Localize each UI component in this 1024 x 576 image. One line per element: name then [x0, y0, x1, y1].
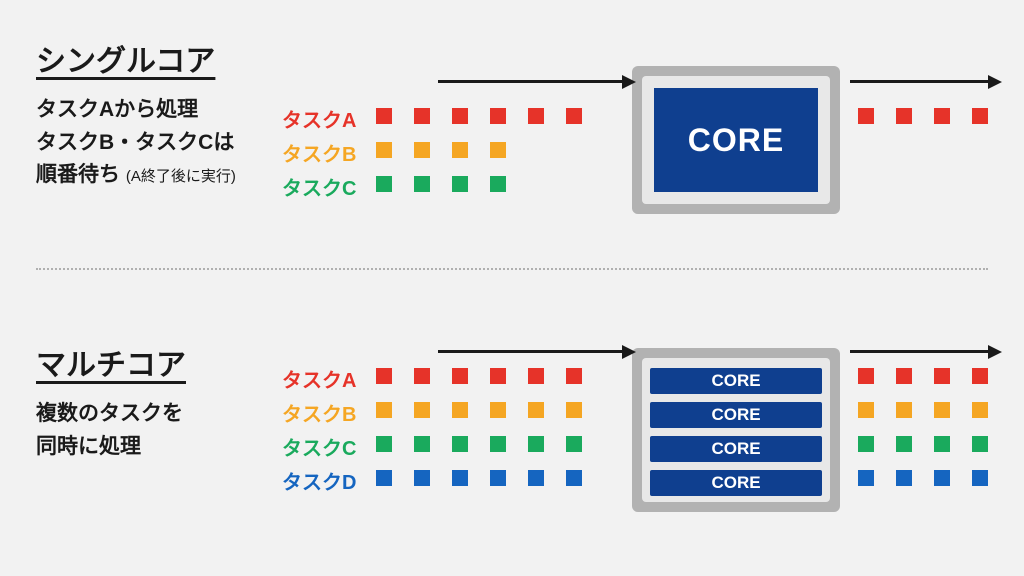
section-divider	[36, 268, 988, 270]
single-desc: タスクAから処理 タスクB・タスクCは 順番待ち (A終了後に実行)	[36, 94, 236, 192]
task-square	[452, 436, 468, 452]
task-square	[414, 436, 430, 452]
task-square	[490, 176, 506, 192]
task-square	[490, 402, 506, 418]
arrow-head-icon	[988, 75, 1002, 89]
single-title: シングルコア	[36, 36, 236, 80]
task-square	[972, 402, 988, 418]
task-square	[566, 368, 582, 384]
task-square	[896, 470, 912, 486]
multi-desc-line1: 複数のタスクを	[36, 402, 183, 425]
multi-title: マルチコア	[36, 340, 186, 384]
task-square	[896, 368, 912, 384]
core-label-small: CORE	[650, 368, 822, 394]
task-label: タスクB	[282, 398, 356, 427]
multi-desc-line2: 同時に処理	[36, 435, 141, 458]
task-square	[376, 402, 392, 418]
task-square	[414, 470, 430, 486]
task-square	[566, 108, 582, 124]
task-square	[858, 470, 874, 486]
core-label-small: CORE	[650, 436, 822, 462]
single-desc-small: (A終了後に実行)	[126, 168, 236, 185]
task-square	[452, 368, 468, 384]
task-label: タスクA	[282, 104, 356, 133]
task-square	[934, 368, 950, 384]
task-square	[528, 436, 544, 452]
single-desc-line2: タスクB・タスクCは	[36, 131, 234, 154]
task-square	[452, 176, 468, 192]
task-label: タスクD	[282, 466, 356, 495]
task-square	[934, 402, 950, 418]
task-square	[376, 470, 392, 486]
core-label-small: CORE	[650, 470, 822, 496]
task-square	[490, 470, 506, 486]
task-square	[972, 108, 988, 124]
task-square	[972, 470, 988, 486]
task-square	[414, 368, 430, 384]
task-square	[566, 402, 582, 418]
task-square	[414, 176, 430, 192]
task-square	[376, 436, 392, 452]
task-label: タスクC	[282, 172, 356, 201]
single-desc-line3: 順番待ち	[36, 163, 126, 186]
task-square	[376, 108, 392, 124]
task-square	[934, 436, 950, 452]
task-square	[566, 436, 582, 452]
task-square	[528, 402, 544, 418]
task-square	[858, 108, 874, 124]
task-square	[452, 470, 468, 486]
task-square	[858, 402, 874, 418]
multi-text-block: マルチコア 複数のタスクを 同時に処理	[36, 340, 186, 463]
task-label: タスクA	[282, 364, 356, 393]
arrow-head-icon	[622, 75, 636, 89]
task-square	[934, 108, 950, 124]
task-square	[896, 402, 912, 418]
task-square	[452, 108, 468, 124]
task-square	[490, 436, 506, 452]
core-label-small: CORE	[650, 402, 822, 428]
arrow-head-icon	[622, 345, 636, 359]
task-square	[528, 470, 544, 486]
task-square	[490, 142, 506, 158]
task-square	[934, 470, 950, 486]
arrow	[438, 350, 624, 353]
task-square	[896, 436, 912, 452]
task-square	[490, 368, 506, 384]
arrow-head-icon	[988, 345, 1002, 359]
arrow	[850, 80, 990, 83]
arrow	[438, 80, 624, 83]
task-square	[414, 402, 430, 418]
task-square	[414, 108, 430, 124]
core-label: CORE	[654, 88, 818, 192]
task-square	[972, 368, 988, 384]
task-square	[452, 142, 468, 158]
task-square	[414, 142, 430, 158]
arrow	[850, 350, 990, 353]
task-square	[376, 368, 392, 384]
task-square	[566, 470, 582, 486]
task-square	[858, 436, 874, 452]
task-square	[528, 368, 544, 384]
task-square	[528, 108, 544, 124]
single-text-block: シングルコア タスクAから処理 タスクB・タスクCは 順番待ち (A終了後に実行…	[36, 36, 236, 192]
task-square	[896, 108, 912, 124]
task-square	[972, 436, 988, 452]
task-square	[452, 402, 468, 418]
task-square	[858, 368, 874, 384]
task-square	[490, 108, 506, 124]
task-square	[376, 176, 392, 192]
task-label: タスクC	[282, 432, 356, 461]
single-desc-line1: タスクAから処理	[36, 98, 198, 121]
task-square	[376, 142, 392, 158]
task-label: タスクB	[282, 138, 356, 167]
multi-desc: 複数のタスクを 同時に処理	[36, 398, 186, 463]
